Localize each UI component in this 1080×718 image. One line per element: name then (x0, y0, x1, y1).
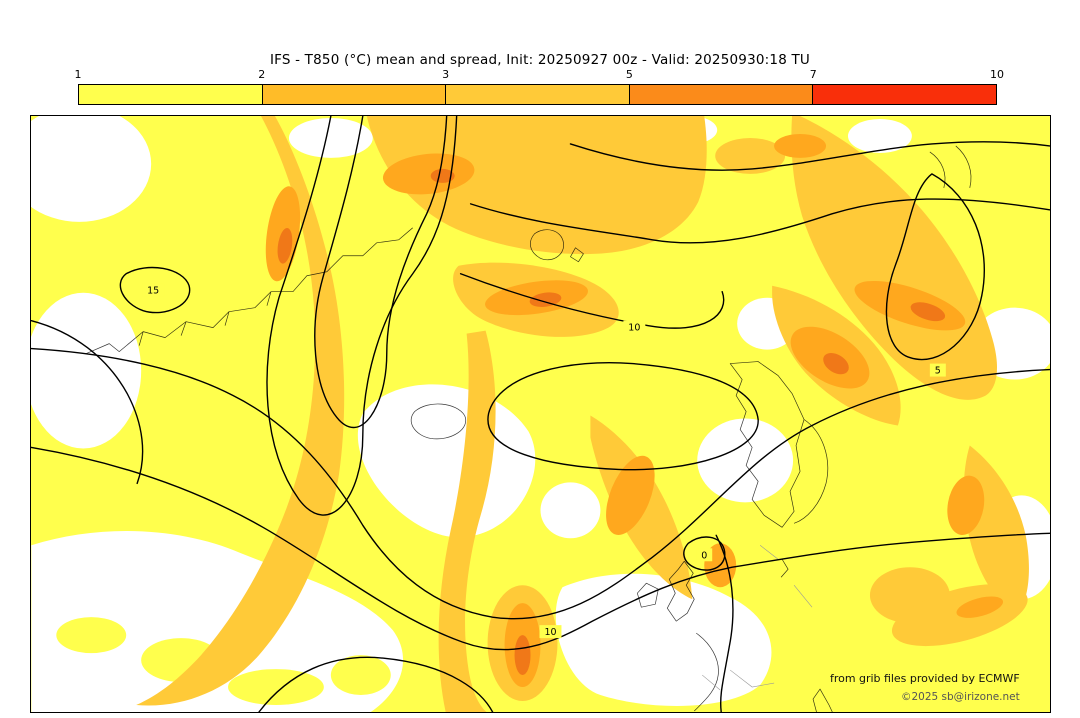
map-frame: 15 10 5 10 0 from grib files provided by… (30, 115, 1051, 713)
colorbar-segment-7-10 (813, 85, 996, 104)
contour-label: 0 (701, 550, 707, 561)
colorbar-tick: 2 (258, 68, 266, 81)
spread-colorbar (78, 84, 997, 105)
colorbar-tick: 1 (74, 68, 82, 81)
country-borders (702, 545, 813, 691)
contour-label: 15 (147, 286, 159, 297)
attribution-ecmwf: from grib files provided by ECMWF (830, 672, 1020, 685)
mean-contour-lines (31, 116, 1050, 712)
colorbar-tick: 10 (990, 68, 1004, 81)
spread-5-7-regions (277, 168, 946, 676)
spread-1-2-islands (56, 617, 391, 706)
contour-labels: 15 10 5 10 0 (142, 283, 946, 638)
colorbar-tick-labels: 1 2 3 5 7 10 (74, 68, 1005, 82)
colorbar-tick: 3 (442, 68, 450, 81)
attribution-copyright: ©2025 sb@irizone.net (901, 691, 1020, 703)
contour-label: 5 (935, 366, 941, 377)
colorbar-segment-3-5 (446, 85, 630, 104)
colorbar-tick: 7 (809, 68, 817, 81)
colorbar-segment-1-2 (79, 85, 263, 104)
t850-spread-map: 15 10 5 10 0 from grib files provided by… (31, 116, 1050, 712)
contour-label: 10 (544, 627, 556, 638)
chart-title: IFS - T850 (°C) mean and spread, Init: 2… (269, 52, 811, 68)
colorbar-segment-5-7 (629, 85, 814, 104)
colorbar-segment-2-3 (262, 85, 447, 104)
contour-label: 10 (628, 323, 640, 334)
coastlines (86, 145, 972, 712)
colorbar-tick: 5 (625, 68, 633, 81)
